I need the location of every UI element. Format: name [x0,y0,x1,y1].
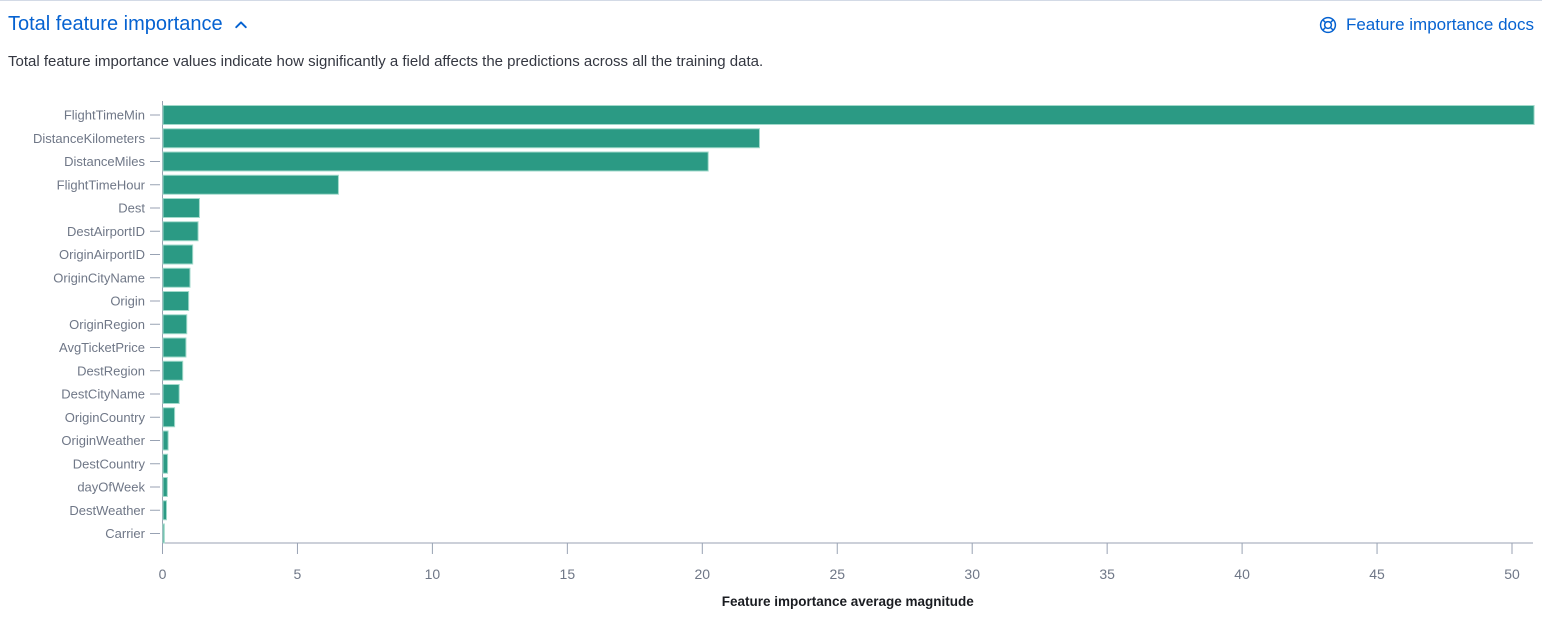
x-axis-tick-label: 30 [964,566,980,582]
y-axis-label: DistanceMiles [64,154,145,169]
bar-FlightTimeMin[interactable] [162,105,1535,125]
x-axis-tick-label: 45 [1369,566,1385,582]
feature-importance-chart: FlightTimeMin DistanceKilometers DistanceM… [0,96,1542,618]
y-axis-label: OriginCountry [65,410,146,425]
x-axis-tick-label: 5 [294,566,302,582]
x-axis-tick-label: 10 [425,566,441,582]
y-axis-label: OriginRegion [69,317,145,332]
bar-DestWeather[interactable] [162,500,168,521]
bar-DistanceKilometers[interactable] [162,128,760,149]
x-axis-title: Feature importance average magnitude [722,594,975,609]
section-collapse-toggle[interactable]: Total feature importance [8,13,249,36]
x-axis-tick-label: 15 [560,566,576,582]
y-axis-label: DestRegion [77,363,145,378]
feature-importance-docs-link[interactable]: Feature importance docs [1318,15,1534,35]
x-axis-tick-label: 25 [829,566,845,582]
y-axis-label: dayOfWeek [77,480,145,495]
docs-link-label: Feature importance docs [1345,14,1534,34]
y-axis-label: Dest [118,201,145,216]
y-axis-label: OriginCityName [53,270,145,285]
bar-DestCityName[interactable] [162,384,180,404]
bar-DestCountry[interactable] [162,453,169,474]
y-axis-label: DestWeather [69,503,145,518]
x-axis-tick-label: 50 [1504,566,1520,582]
bar-dayOfWeek[interactable] [162,477,168,497]
bar-Origin[interactable] [162,291,190,311]
y-axis-label: AvgTicketPrice [59,340,145,355]
bar-Carrier[interactable] [162,523,165,544]
bar-AvgTicketPrice[interactable] [162,337,187,358]
help-lifebuoy-icon [1318,15,1338,35]
bar-DestRegion[interactable] [162,360,184,381]
bar-DistanceMiles[interactable] [162,151,709,172]
bar-OriginWeather[interactable] [162,430,169,451]
chevron-up-icon [233,17,249,33]
y-axis-label: Carrier [105,526,145,541]
section-title: Total feature importance [8,13,223,35]
y-axis-label: FlightTimeHour [57,177,146,192]
bar-Dest[interactable] [162,198,200,218]
y-axis-label: DestCountry [73,456,146,471]
x-axis-tick-label: 40 [1234,566,1250,582]
y-axis-label: DestCityName [61,387,145,402]
y-axis-label: DestAirportID [67,224,145,239]
y-axis-label: Origin [110,294,145,309]
bar-OriginCountry[interactable] [162,407,176,428]
bar-OriginCityName[interactable] [162,267,191,288]
y-axis-label: FlightTimeMin [64,108,145,123]
bar-FlightTimeHour[interactable] [162,174,339,195]
panel-header: Total feature importance Feature importa… [8,13,1534,36]
y-axis-label: DistanceKilometers [33,131,145,146]
chart-canvas: FlightTimeMin DistanceKilometers DistanceM… [33,101,1535,609]
section-description: Total feature importance values indicate… [8,53,764,70]
bar-OriginAirportID[interactable] [162,244,194,265]
y-axis-label: OriginWeather [61,433,145,448]
bar-DestAirportID[interactable] [162,221,199,242]
bar-OriginRegion[interactable] [162,314,188,335]
x-axis-tick-label: 20 [695,566,711,582]
x-axis-tick-label: 35 [1099,566,1115,582]
x-axis-tick-label: 0 [159,566,167,582]
y-axis-label: OriginAirportID [59,247,145,262]
